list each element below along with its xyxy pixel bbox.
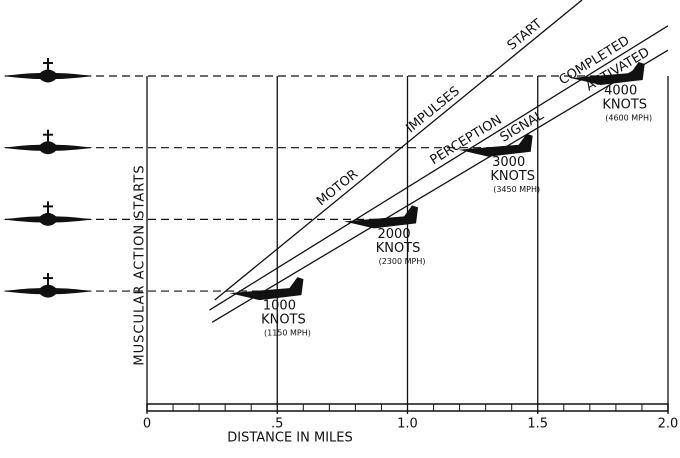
plane-shape <box>3 213 93 226</box>
knots-value: 1000 <box>263 299 296 314</box>
line-label: MOTOR <box>314 167 361 209</box>
propeller-plane <box>3 58 93 83</box>
knots-unit: KNOTS <box>376 241 421 256</box>
x-tick-label: 1.5 <box>527 417 548 432</box>
reaction-line <box>210 26 668 310</box>
mph-label: (4600 MPH) <box>605 113 652 122</box>
propeller-plane <box>3 201 93 226</box>
x-tick-label: 0 <box>143 417 151 432</box>
knots-unit: KNOTS <box>261 313 306 328</box>
knots-unit: KNOTS <box>602 97 647 112</box>
reaction-line <box>212 50 668 322</box>
x-axis-label: DISTANCE IN MILES <box>227 431 353 446</box>
mph-label: (3450 MPH) <box>493 185 540 194</box>
plane-shape <box>3 285 93 298</box>
x-tick-label: .5 <box>271 417 283 432</box>
y-axis-label: MUSCULAR ACTION STARTS <box>133 164 148 365</box>
propeller-plane <box>3 130 93 155</box>
mph-label: (2300 MPH) <box>379 257 426 266</box>
plane-shape <box>3 69 93 82</box>
plane-shape <box>3 141 93 154</box>
mph-label: (1150 MPH) <box>264 329 311 338</box>
jet <box>229 277 303 300</box>
knots-value: 2000 <box>378 227 411 242</box>
x-tick-label: 1.0 <box>397 417 418 432</box>
chart: DISTANCE IN MILES MUSCULAR ACTION STARTS… <box>0 0 680 454</box>
line-label: IMPULSES <box>403 84 462 136</box>
knots-unit: KNOTS <box>490 169 535 184</box>
x-tick-label: 2.0 <box>658 417 679 432</box>
propeller-plane <box>3 273 93 298</box>
knots-value: 3000 <box>492 155 525 170</box>
